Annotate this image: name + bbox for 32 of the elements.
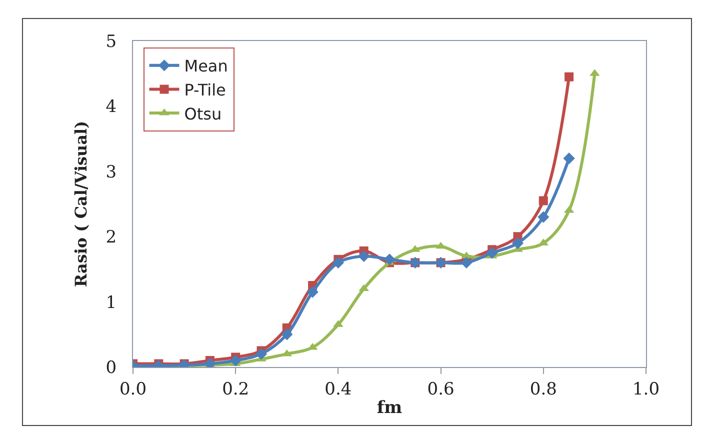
x-tick-label: 0.2: [222, 379, 250, 400]
y-tick-label: 4: [106, 97, 117, 118]
point: [538, 196, 548, 206]
point: [255, 348, 268, 360]
point: [358, 250, 370, 262]
point: [538, 211, 550, 223]
x-tick-label: 0.0: [119, 379, 147, 400]
y-tick-label: 1: [106, 292, 117, 313]
point: [460, 256, 472, 269]
y-tick-label: 3: [106, 162, 117, 182]
x-tick-label: 0.4: [324, 379, 352, 400]
legend-label: Mean: [184, 56, 228, 76]
y-tick-label: 0: [106, 358, 117, 378]
point: [332, 256, 344, 269]
point: [512, 237, 524, 249]
point: [436, 242, 446, 249]
point: [230, 354, 242, 366]
point: [281, 328, 293, 340]
point: [564, 72, 574, 82]
y-tick-label: 2: [106, 228, 117, 248]
x-tick-label: 0.6: [427, 379, 454, 400]
y-axis-title: Rasio ( Cal/Visual): [72, 120, 91, 288]
x-axis-title: fm: [376, 398, 402, 418]
legend-label: P-Tile: [184, 80, 226, 100]
point: [563, 152, 575, 164]
y-tick-label: 5: [106, 32, 117, 52]
legend-label: Otsu: [184, 104, 222, 124]
x-tick-label: 1.0: [632, 379, 660, 400]
point: [306, 286, 318, 298]
point: [384, 254, 396, 266]
point: [486, 247, 498, 259]
x-tick-label: 0.8: [530, 379, 557, 400]
